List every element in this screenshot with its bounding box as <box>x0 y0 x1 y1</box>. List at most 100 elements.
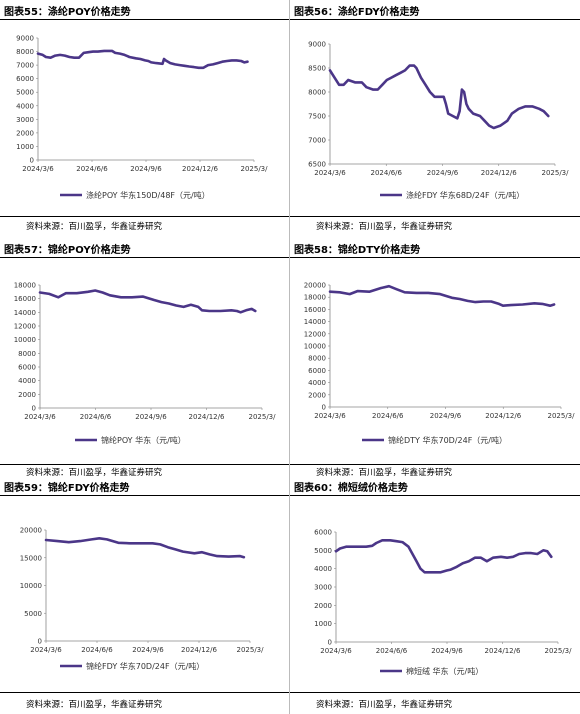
y-tick-label: 0 <box>30 157 34 165</box>
x-tick-label: 2025/3/ <box>542 169 570 177</box>
x-tick-label: 2024/6/6 <box>81 646 113 654</box>
title-rule <box>0 19 290 20</box>
x-tick-label: 2024/12/6 <box>485 647 521 655</box>
legend-label: 涤纶FDY 华东68D/24F（元/吨） <box>406 190 524 200</box>
chart-panel-57: 图表57：锦纶POY价格走势 0 2000 4000 6000 8000 10000 120… <box>0 238 290 478</box>
chart-title: 图表58：锦纶DTY价格走势 <box>294 245 421 256</box>
y-tick-label: 9000 <box>308 41 326 49</box>
x-tick-label: 2024/6/6 <box>371 169 403 177</box>
x-tick-label: 2025/3/ <box>237 646 265 654</box>
series-line <box>38 289 257 314</box>
line-chart: 0 2000 4000 6000 8000 10000 12000 14000 16000 180… <box>14 282 277 446</box>
chart-panel-56: 图表56：涤纶FDY价格走势 6500 7000 7500 8000 8500 9000 2… <box>290 0 580 238</box>
series-line <box>36 49 249 70</box>
x-tick-label: 2024/3/6 <box>314 412 346 420</box>
y-tick-label: 18000 <box>14 282 36 290</box>
y-tick-label: 6500 <box>308 161 326 169</box>
legend-label: 锦纶POY 华东（元/吨） <box>101 435 186 445</box>
y-tick-label: 6000 <box>18 364 36 372</box>
x-tick-label: 2025/3/ <box>545 647 573 655</box>
source-note: 资料来源：百川盈孚，华鑫证券研究 <box>316 700 453 710</box>
y-tick-label: 3000 <box>16 116 34 124</box>
x-tick-label: 2024/9/6 <box>431 647 463 655</box>
series-line <box>334 539 553 574</box>
source-rule <box>0 692 290 693</box>
source-note: 资料来源：百川盈孚，华鑫证券研究 <box>26 222 163 232</box>
line-chart: 6500 7000 7500 8000 8500 9000 2024/3/6 2024/6/6… <box>308 41 570 201</box>
y-tick-label: 10000 <box>14 336 36 344</box>
y-tick-label: 0 <box>38 638 42 646</box>
x-tick-label: 2024/9/6 <box>135 413 167 421</box>
series-line <box>328 64 550 130</box>
chart-panel-58: 图表58：锦纶DTY价格走势 0 2000 4000 6000 8000 10000 120… <box>290 238 580 478</box>
y-tick-label: 14000 <box>304 318 326 326</box>
series-line <box>328 284 556 307</box>
x-tick-label: 2025/3/ <box>241 165 269 173</box>
source-rule <box>290 692 580 693</box>
source-note: 资料来源：百川盈孚，华鑫证券研究 <box>26 468 163 478</box>
x-tick-label: 2024/9/6 <box>132 646 164 654</box>
title-rule <box>290 257 580 258</box>
y-tick-label: 9000 <box>16 35 34 43</box>
source-rule <box>0 216 290 217</box>
y-tick-label: 8000 <box>308 89 326 97</box>
y-tick-label: 1000 <box>16 143 34 151</box>
line-chart: 0 1000 2000 3000 4000 5000 6000 7000 8000 9000 202… <box>16 35 269 201</box>
y-tick-label: 16000 <box>304 306 326 314</box>
chart-title: 图表55：涤纶POY价格走势 <box>4 7 131 18</box>
chart-title: 图表57：锦纶POY价格走势 <box>4 245 131 256</box>
x-tick-label: 2024/3/6 <box>314 169 346 177</box>
source-rule <box>290 216 580 217</box>
x-tick-label: 2024/12/6 <box>189 413 225 421</box>
series-line <box>44 537 246 559</box>
y-tick-label: 8000 <box>18 350 36 358</box>
y-tick-label: 4000 <box>16 102 34 110</box>
title-rule <box>290 495 580 496</box>
y-tick-label: 12000 <box>14 323 36 331</box>
x-tick-label: 2024/3/6 <box>24 413 56 421</box>
y-tick-label: 8500 <box>308 65 326 73</box>
y-tick-label: 6000 <box>308 367 326 375</box>
y-tick-label: 0 <box>322 404 326 412</box>
legend-label: 涤纶POY 华东150D/48F（元/吨） <box>86 190 210 200</box>
x-tick-label: 2024/12/6 <box>485 412 521 420</box>
legend-label: 锦纶DTY 华东70D/24F（元/吨） <box>388 435 507 445</box>
title-rule <box>0 495 290 496</box>
x-tick-label: 2025/3/ <box>249 413 277 421</box>
x-tick-label: 2024/6/6 <box>376 647 408 655</box>
x-tick-label: 2024/6/6 <box>76 165 108 173</box>
y-tick-label: 5000 <box>314 547 332 555</box>
y-tick-label: 20000 <box>20 527 42 535</box>
y-tick-label: 4000 <box>18 377 36 385</box>
y-tick-label: 18000 <box>304 294 326 302</box>
y-tick-label: 4000 <box>308 379 326 387</box>
line-chart: 0 2000 4000 6000 8000 10000 12000 14000 16000 180… <box>304 282 576 446</box>
source-note: 资料来源：百川盈孚，华鑫证券研究 <box>26 700 163 710</box>
column-divider <box>289 0 290 714</box>
y-tick-label: 20000 <box>304 282 326 290</box>
source-note: 资料来源：百川盈孚，华鑫证券研究 <box>316 222 453 232</box>
x-tick-label: 2024/9/6 <box>130 165 162 173</box>
y-tick-label: 7500 <box>308 113 326 121</box>
x-tick-label: 2024/9/6 <box>427 169 459 177</box>
y-tick-label: 2000 <box>18 391 36 399</box>
y-tick-label: 0 <box>32 405 36 413</box>
y-tick-label: 2000 <box>308 391 326 399</box>
y-tick-label: 15000 <box>20 554 42 562</box>
x-tick-label: 2025/3/ <box>548 412 576 420</box>
y-tick-label: 3000 <box>314 584 332 592</box>
chart-panel-60: 图表60：棉短绒价格走势 0 1000 2000 3000 4000 5000 6000 20… <box>290 476 580 714</box>
x-tick-label: 2024/3/6 <box>30 646 62 654</box>
x-tick-label: 2024/9/6 <box>430 412 462 420</box>
x-tick-label: 2024/3/6 <box>22 165 54 173</box>
y-tick-label: 14000 <box>14 309 36 317</box>
x-tick-label: 2024/12/6 <box>182 165 218 173</box>
y-tick-label: 1000 <box>314 620 332 628</box>
y-tick-label: 10000 <box>304 343 326 351</box>
y-tick-label: 2000 <box>314 602 332 610</box>
chart-title: 图表59：锦纶FDY价格走势 <box>4 483 130 494</box>
y-tick-label: 5000 <box>24 610 42 618</box>
source-rule <box>290 464 580 465</box>
y-tick-label: 7000 <box>308 137 326 145</box>
y-tick-label: 0 <box>328 639 332 647</box>
